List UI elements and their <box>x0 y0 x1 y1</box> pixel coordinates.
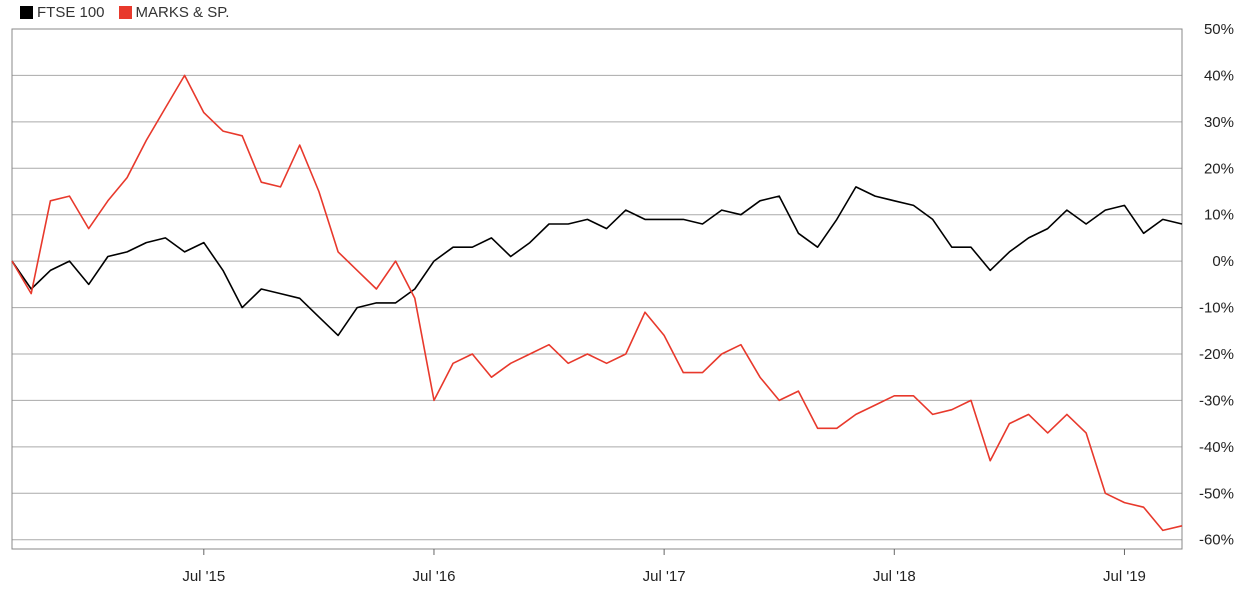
legend-swatch-marks <box>118 6 132 19</box>
legend-label-marks: MARKS & SP. <box>135 4 230 21</box>
y-tick-label: 40% <box>1204 67 1234 84</box>
y-tick-label: -30% <box>1199 392 1234 409</box>
y-tick-label: 0% <box>1212 253 1234 270</box>
series-line-marks <box>11 74 1183 532</box>
legend-item-ftse: FTSE 100 <box>20 4 105 21</box>
y-tick-label: -50% <box>1199 485 1234 502</box>
legend-swatch-ftse <box>20 6 33 19</box>
y-tick-label: 50% <box>1204 21 1234 38</box>
x-tick-label: Jul '15 <box>182 568 225 585</box>
y-axis: 50% 40% 30% 20% 10% 0% -10% -20% -30% -40% -50% -60… <box>1199 21 1234 549</box>
y-tick-label: -60% <box>1199 532 1234 549</box>
x-tick-label: Jul '16 <box>413 568 456 585</box>
plot-border <box>11 28 1183 550</box>
x-tick-label: Jul '18 <box>873 568 916 585</box>
y-tick-label: 10% <box>1204 207 1234 224</box>
x-tick-label: Jul '19 <box>1103 568 1146 585</box>
legend: FTSE 100 MARKS & SP. <box>20 4 229 21</box>
x-axis: Jul '15 Jul '16 Jul '17 Jul '18 Jul '19 <box>182 549 1146 585</box>
y-tick-label: 30% <box>1204 114 1234 131</box>
y-tick-label: -40% <box>1199 439 1234 456</box>
y-tick-label: 20% <box>1204 160 1234 177</box>
series-lines <box>11 74 1183 532</box>
y-tick-label: -10% <box>1199 300 1234 317</box>
legend-label-ftse: FTSE 100 <box>37 4 105 21</box>
legend-item-marks: MARKS & SP. <box>118 4 230 21</box>
x-tick-label: Jul '17 <box>643 568 686 585</box>
grid-lines <box>12 74 1182 541</box>
y-tick-label: -20% <box>1199 346 1234 363</box>
series-line-ftse <box>11 186 1183 337</box>
